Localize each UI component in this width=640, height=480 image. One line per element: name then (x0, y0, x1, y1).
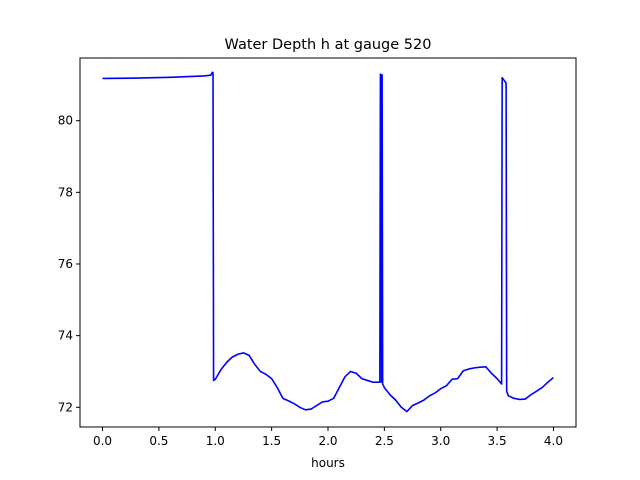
x-tick-label: 2.5 (375, 434, 394, 448)
x-tick-label: 0.0 (93, 434, 112, 448)
x-tick-label: 1.5 (262, 434, 281, 448)
chart-title: Water Depth h at gauge 520 (225, 37, 432, 53)
x-tick-label: 4.0 (544, 434, 563, 448)
x-tick-label: 2.0 (318, 434, 337, 448)
y-tick-label: 74 (58, 329, 73, 343)
y-tick-label: 80 (58, 114, 73, 128)
x-tick-label: 3.5 (488, 434, 507, 448)
y-tick-label: 76 (58, 257, 73, 271)
x-axis: 0.0 0.5 1.0 1.5 2.0 2.5 3.0 3.5 4.0 (93, 427, 563, 448)
x-tick-label: 0.5 (149, 434, 168, 448)
series-line (102, 71, 554, 413)
x-tick-label: 3.0 (431, 434, 450, 448)
x-axis-label: hours (311, 456, 345, 470)
x-tick-label: 1.0 (206, 434, 225, 448)
series-layer (102, 71, 554, 413)
y-axis: 72 74 76 78 80 (58, 114, 80, 414)
y-tick-label: 78 (58, 185, 73, 199)
y-tick-label: 72 (58, 400, 73, 414)
